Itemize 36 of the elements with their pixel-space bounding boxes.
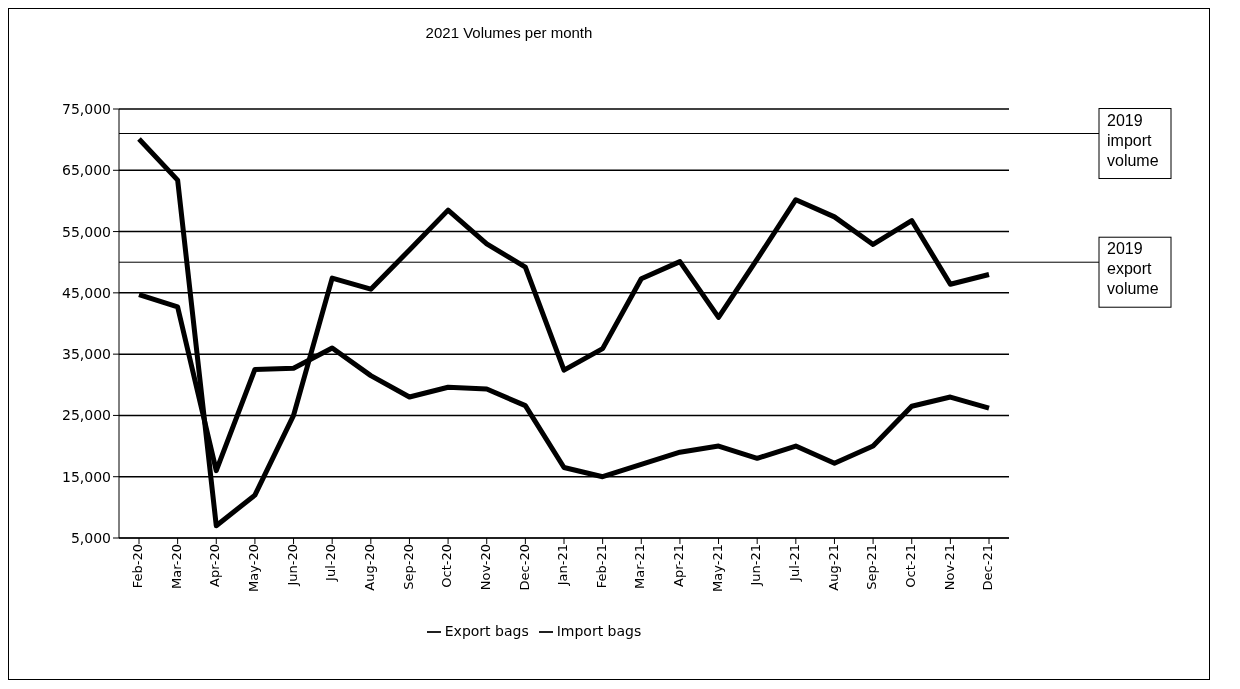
x-tick-label: Jun-21: [748, 544, 764, 587]
x-tick-label: May-20: [246, 544, 262, 592]
x-tick-label: Nov-20: [477, 544, 493, 591]
x-tick-label: Oct-20: [439, 544, 455, 588]
y-tick-label: 65,000: [62, 162, 111, 179]
chart-title: 2021 Volumes per month: [424, 24, 594, 41]
x-tick-label: Jun-20: [284, 544, 300, 587]
y-tick-label: 45,000: [62, 284, 111, 301]
x-tick-label: Apr-21: [671, 544, 687, 587]
x-tick-label: Aug-20: [362, 544, 378, 591]
x-tick-label: Feb-20: [130, 544, 146, 589]
x-tick-label: Aug-21: [825, 544, 841, 591]
y-tick-label: 25,000: [62, 407, 111, 424]
x-tick-label: Apr-20: [207, 544, 223, 587]
y-tick-label: 15,000: [62, 468, 111, 485]
y-tick-label: 75,000: [62, 100, 111, 117]
y-tick-label: 55,000: [62, 223, 111, 240]
y-tick-label: 5,000: [70, 529, 111, 546]
x-tick-label: Dec-20: [516, 544, 532, 591]
ref-line-label: 2019 export volume: [1107, 240, 1159, 298]
x-tick-label: Feb-21: [593, 544, 609, 589]
ref-line-label: 2019 import volume: [1107, 111, 1159, 169]
x-tick-label: May-21: [709, 544, 725, 592]
legend-label: Export bags: [444, 623, 529, 639]
x-tick-label: Jul-21: [787, 544, 803, 582]
x-tick-label: Sep-20: [400, 544, 416, 590]
x-tick-label: Jul-20: [323, 544, 339, 582]
x-tick-label: Oct-21: [902, 544, 918, 588]
x-tick-label: Nov-21: [941, 544, 957, 591]
x-tick-label: Sep-21: [864, 544, 880, 590]
x-tick-label: Mar-21: [632, 544, 648, 589]
y-tick-label: 35,000: [62, 346, 111, 363]
x-tick-label: Dec-21: [980, 544, 996, 591]
x-tick-label: Mar-20: [168, 544, 184, 589]
legend-label: Import bags: [556, 623, 642, 639]
x-tick-label: Jan-21: [555, 544, 571, 587]
